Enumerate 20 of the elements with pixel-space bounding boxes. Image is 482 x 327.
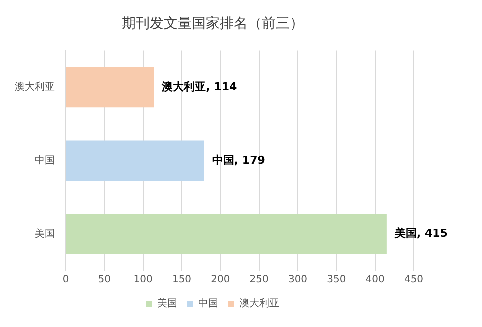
x-tick-label: 300	[288, 274, 308, 286]
legend-label: 中国	[198, 298, 218, 310]
y-tick-label: 澳大利亚	[15, 81, 55, 94]
legend-label: 澳大利亚	[240, 298, 280, 310]
y-tick-label: 美国	[35, 228, 55, 240]
x-tick-label: 350	[327, 274, 346, 286]
x-tick-label: 150	[172, 274, 192, 286]
data-label: 中国, 179	[212, 154, 266, 167]
chart-title: 期刊发文量国家排名（前三）	[122, 16, 304, 32]
x-tick-label: 100	[134, 274, 153, 286]
data-label: 美国, 415	[394, 227, 448, 240]
legend-label: 美国	[158, 298, 178, 310]
x-tick-label: 0	[62, 274, 70, 286]
data-label: 澳大利亚, 114	[161, 80, 238, 94]
y-tick-label: 中国	[35, 154, 55, 166]
x-tick-label: 50	[98, 274, 112, 286]
x-tick-label: 200	[211, 274, 230, 286]
x-tick-label: 450	[404, 274, 424, 286]
x-tick-label: 400	[366, 274, 385, 286]
x-tick-label: 250	[250, 274, 269, 286]
